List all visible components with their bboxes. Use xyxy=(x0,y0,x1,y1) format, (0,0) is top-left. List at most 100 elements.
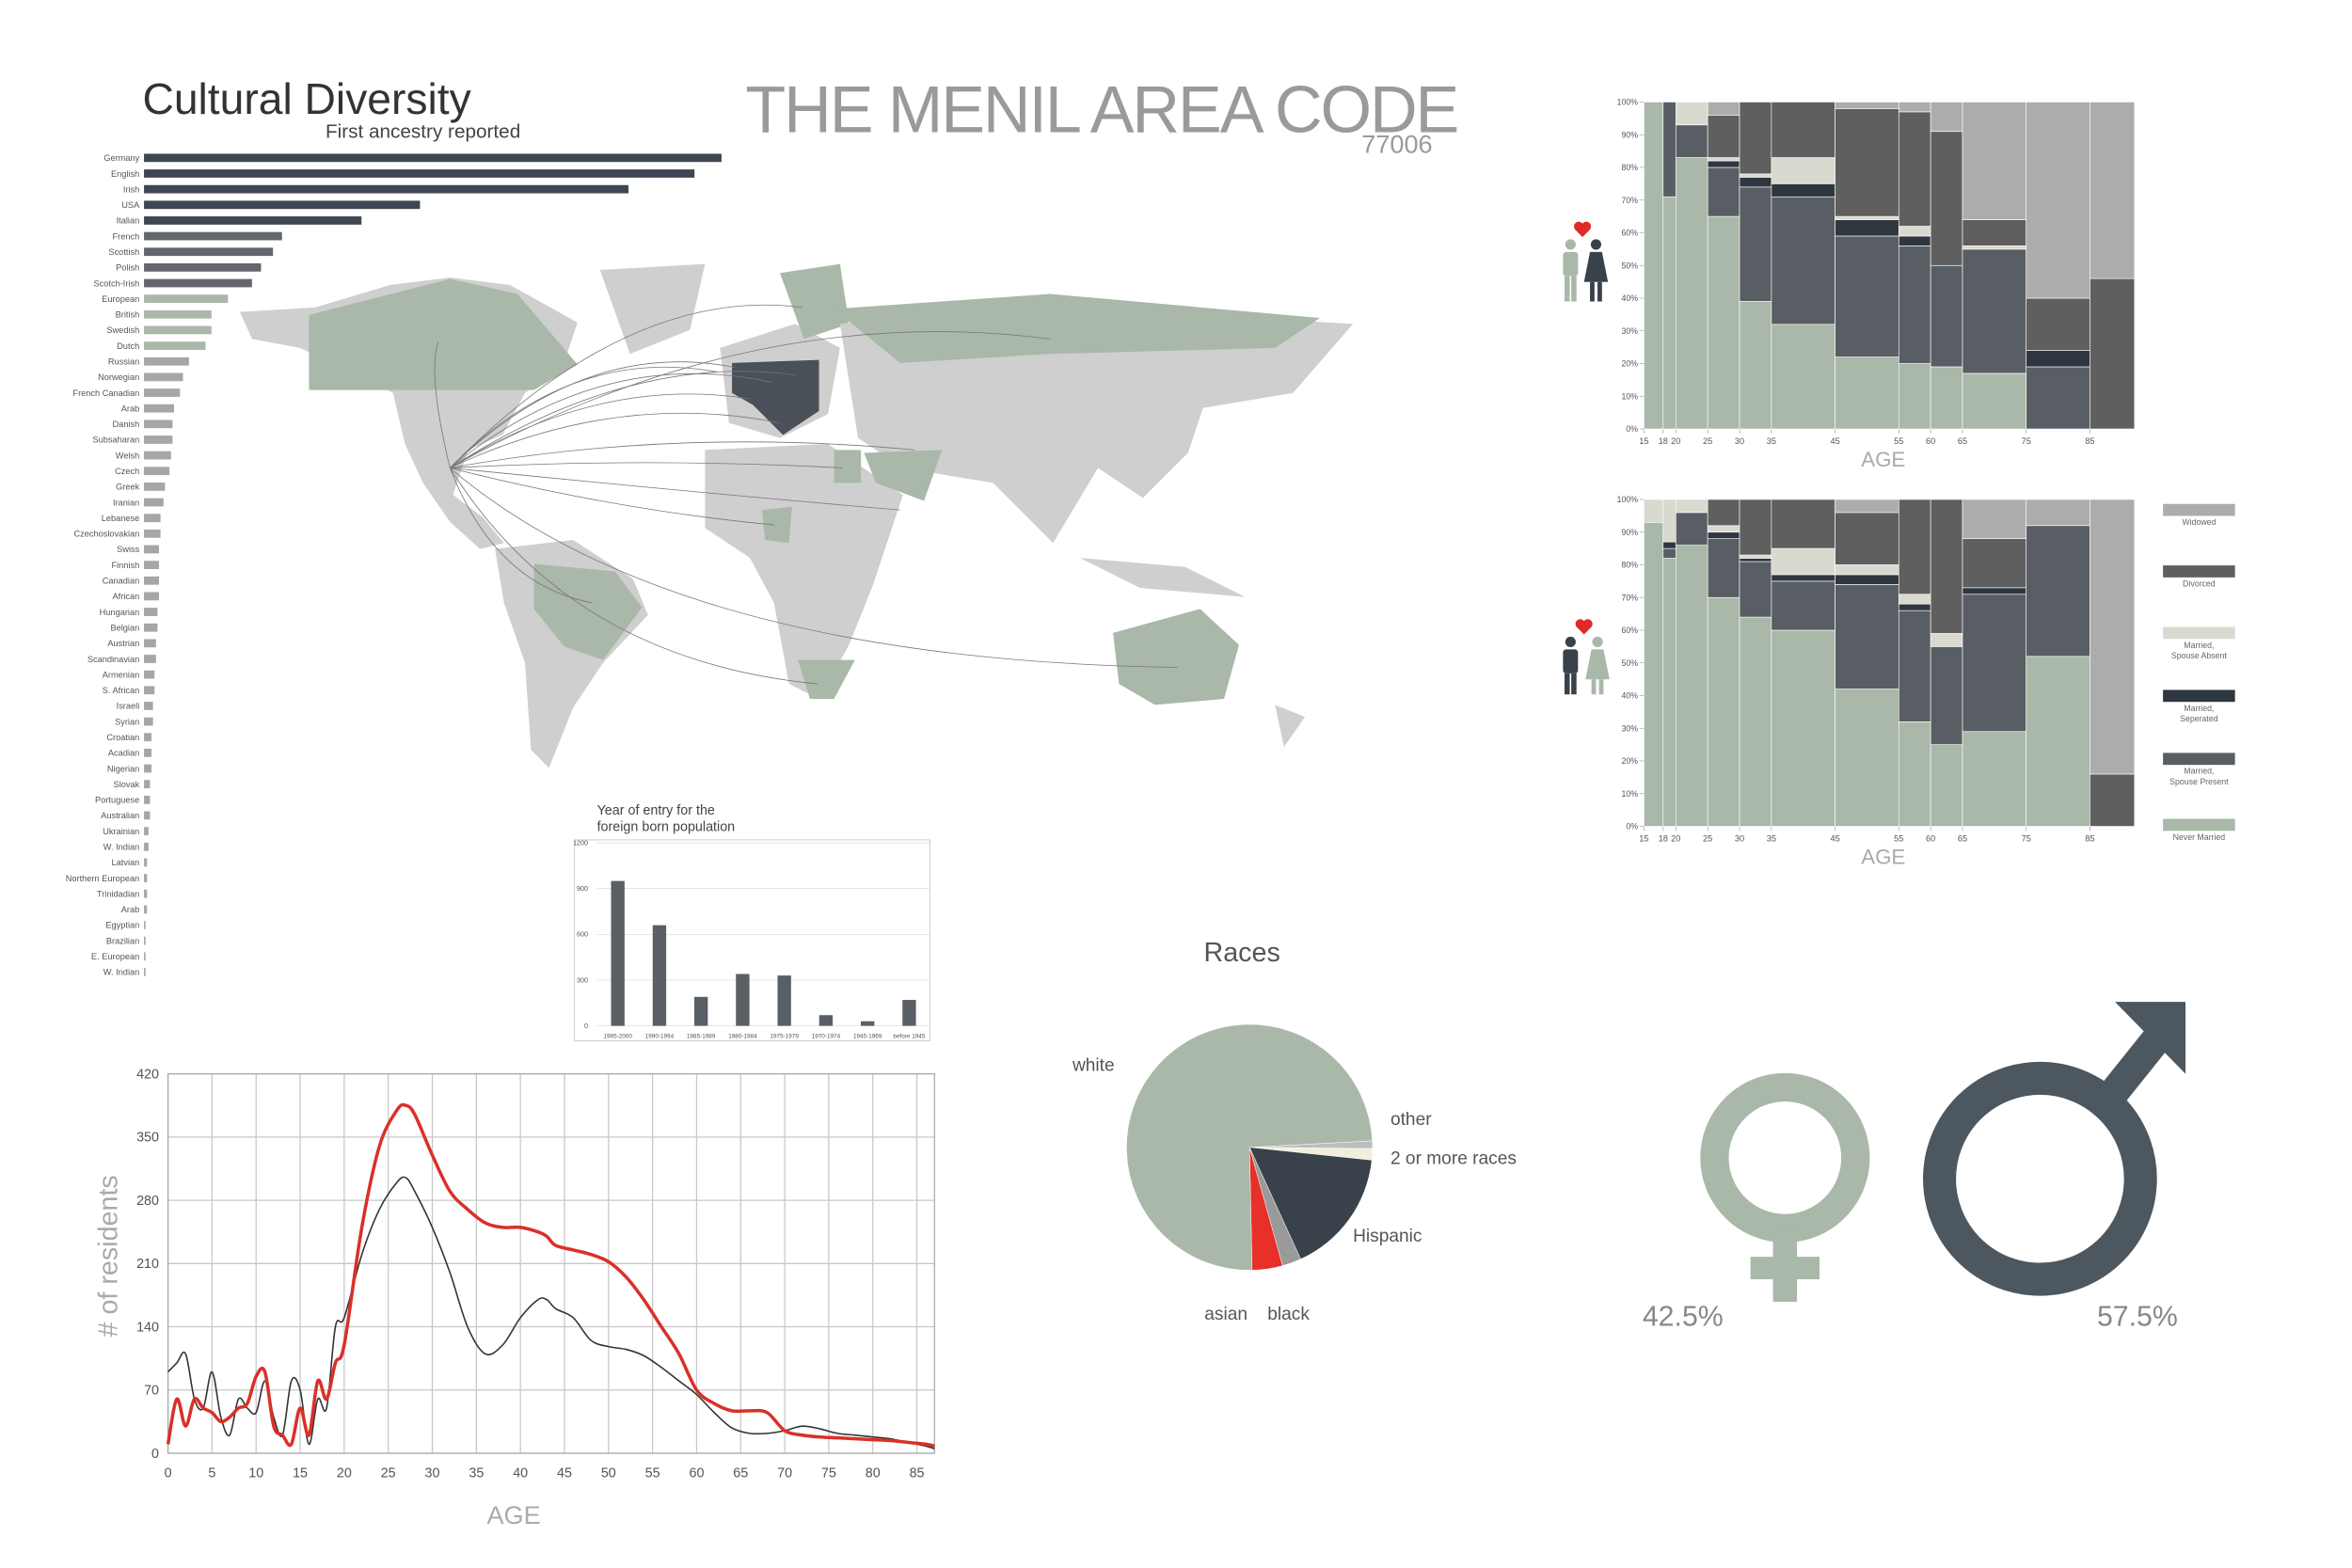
segment xyxy=(1662,541,1677,549)
segment xyxy=(1835,219,1899,237)
bar xyxy=(144,670,155,679)
x-tick-label: 55 xyxy=(1894,833,1903,843)
marital-status-chart: 0% 10% 20% 30% 40% 50% 60% 70% 80% 90% 100% 15 18 20 2… xyxy=(1617,495,2235,868)
bar xyxy=(144,325,212,335)
x-tick-label: 5 xyxy=(208,1466,215,1481)
legend-swatch xyxy=(2163,565,2235,578)
chart-title: Cultural Diversity xyxy=(142,74,471,123)
person-body xyxy=(1583,251,1609,282)
migration-line xyxy=(450,366,718,468)
segment xyxy=(2090,499,2136,775)
age-chart: 0 70 140 210 280 350 420 0 5 10 15 20 25 30 35 40 45 50 55… xyxy=(93,1067,935,1529)
y-tick-label: 30% xyxy=(1622,723,1639,733)
category-label: Latvian xyxy=(111,858,139,867)
bar xyxy=(144,592,160,601)
category-label: Australian xyxy=(101,811,139,820)
segment xyxy=(1898,721,1931,827)
bar xyxy=(144,388,181,397)
slice-label: white xyxy=(1072,1055,1115,1075)
bar xyxy=(144,420,173,429)
category-label: Nigerian xyxy=(107,764,139,773)
category-label: W. Indian xyxy=(103,843,140,852)
x-tick-label: 85 xyxy=(910,1466,925,1481)
x-tick-label: 45 xyxy=(1830,436,1839,446)
segment xyxy=(1707,157,1740,162)
x-tick-label: 1970-1974 xyxy=(812,1033,841,1039)
segment xyxy=(1771,102,1836,158)
male-symbol xyxy=(1923,1061,2157,1296)
x-tick-label: 30 xyxy=(425,1466,440,1481)
category-label: Arab xyxy=(121,404,140,413)
bar xyxy=(144,153,722,163)
x-tick-label: 65 xyxy=(733,1466,748,1481)
y-tick-label: 90% xyxy=(1622,130,1639,139)
bar xyxy=(144,639,156,648)
y-axis-title: # of residents xyxy=(93,1175,123,1337)
legend-swatch xyxy=(2163,752,2235,766)
segment xyxy=(1962,499,2027,539)
segment xyxy=(2026,499,2090,527)
migration-line xyxy=(450,304,803,468)
x-axis-title: AGE xyxy=(1861,845,1905,868)
bar xyxy=(736,974,750,1026)
segment xyxy=(1898,102,1931,113)
bar xyxy=(611,880,625,1026)
x-tick-label: 1990-1994 xyxy=(645,1033,675,1039)
y-tick-label: 280 xyxy=(136,1194,159,1209)
greenland xyxy=(599,263,706,355)
category-label: British xyxy=(116,310,140,320)
segment xyxy=(1835,574,1899,585)
bar xyxy=(902,1000,916,1026)
female-symbol-cross xyxy=(1750,1257,1820,1280)
category-label: Slovak xyxy=(114,780,140,789)
x-tick-label: 65 xyxy=(1958,436,1967,446)
y-tick-label: 0% xyxy=(1626,822,1638,832)
x-tick-label: 35 xyxy=(469,1466,484,1481)
couple-icon xyxy=(1563,619,1610,695)
slice-label: Hispanic xyxy=(1353,1227,1422,1246)
bar xyxy=(144,247,274,257)
person-leg xyxy=(1590,281,1595,302)
segment xyxy=(1835,108,1899,217)
segment xyxy=(1771,183,1836,198)
category-label: Irish xyxy=(123,184,139,194)
segment xyxy=(1898,235,1931,246)
x-tick-label: 40 xyxy=(513,1466,528,1481)
x-tick-label: 35 xyxy=(1767,833,1776,843)
category-label: Belgian xyxy=(110,623,139,632)
segment xyxy=(1962,587,2027,595)
line xyxy=(167,1176,935,1449)
person-leg xyxy=(1564,673,1570,695)
category-label: USA xyxy=(121,200,140,210)
chart-title: Races xyxy=(1203,938,1279,968)
male-symbol-shaft xyxy=(2088,1025,2172,1119)
category-label: Welsh xyxy=(116,451,140,460)
bar xyxy=(860,1021,875,1026)
segment xyxy=(1930,744,1963,827)
segment xyxy=(1962,538,2027,589)
value-label: 42.5% xyxy=(1643,1301,1724,1332)
segment xyxy=(1930,264,1963,368)
segment xyxy=(1930,131,1963,266)
x-tick-label: 1980-1984 xyxy=(728,1033,757,1039)
segment xyxy=(1675,124,1708,158)
segment xyxy=(1707,538,1740,598)
segment xyxy=(1835,356,1899,430)
segment xyxy=(1739,177,1772,188)
segment xyxy=(1707,215,1740,430)
migration-line xyxy=(450,441,915,468)
nigeria xyxy=(761,506,792,544)
x-tick-label: 45 xyxy=(1830,833,1839,843)
bar xyxy=(144,278,252,288)
bar xyxy=(818,1015,834,1026)
bar xyxy=(144,231,282,241)
bar xyxy=(777,975,791,1026)
races-chart: Races other 2 or more races Hispanic blackas… xyxy=(1072,938,1517,1324)
x-tick-label: 35 xyxy=(1767,436,1776,446)
y-tick-label: 100% xyxy=(1617,495,1639,504)
bar xyxy=(144,576,160,585)
x-tick-label: 25 xyxy=(381,1466,396,1481)
segment xyxy=(1962,594,2027,733)
bar xyxy=(144,655,156,663)
